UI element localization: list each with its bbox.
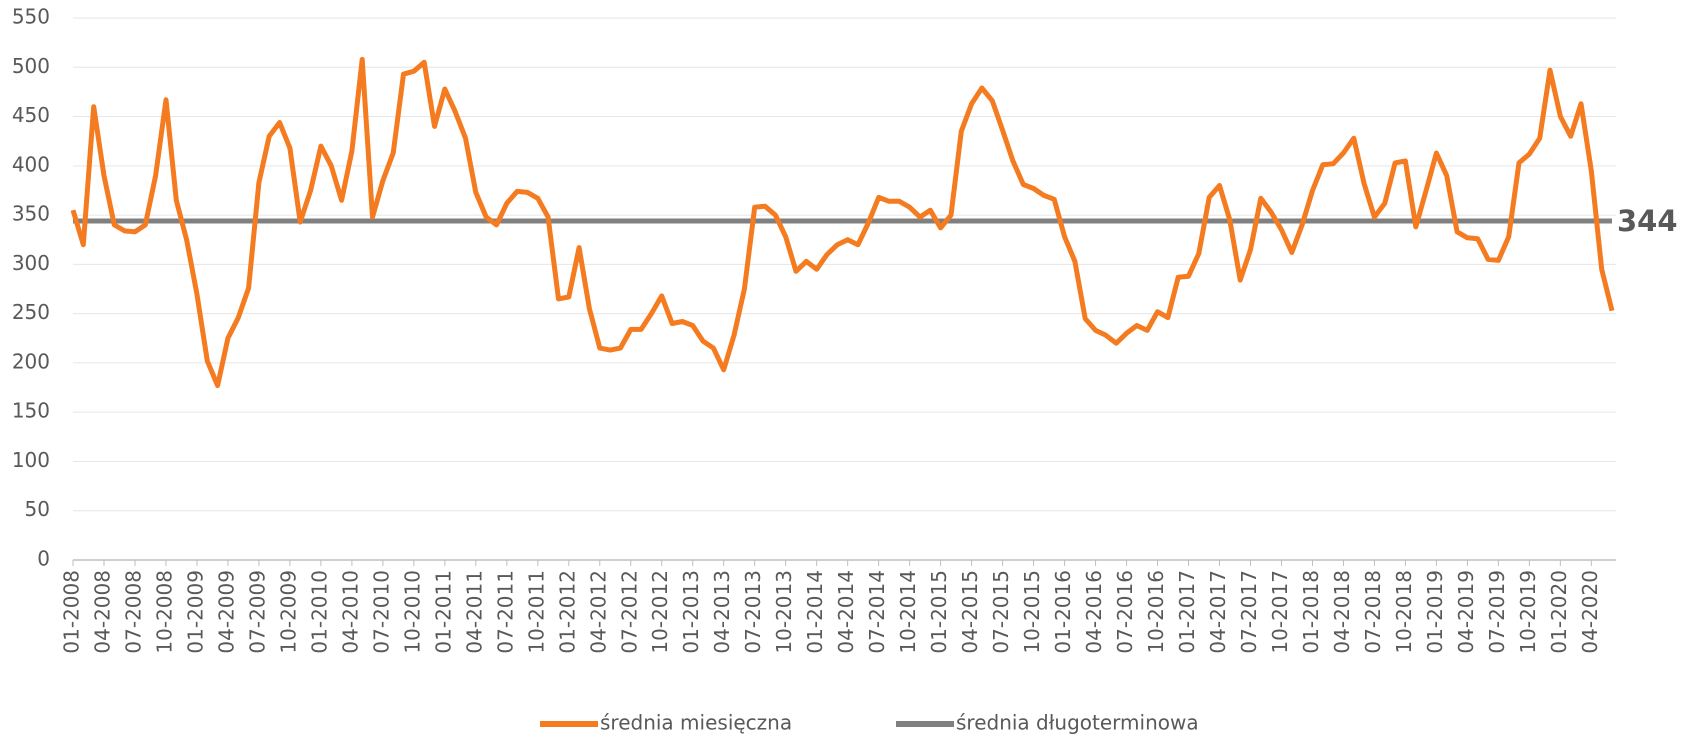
- x-tick-label: 04-2013: [710, 570, 734, 654]
- y-tick-label: 300: [12, 251, 50, 275]
- x-tick-label: 01-2009: [183, 570, 207, 654]
- x-tick-label: 07-2015: [989, 570, 1013, 654]
- y-tick-label: 450: [12, 103, 50, 127]
- x-tick-label: 07-2019: [1485, 570, 1509, 654]
- x-tick-label: 07-2018: [1361, 570, 1385, 654]
- y-tick-label: 50: [25, 497, 50, 521]
- x-tick-label: 07-2013: [741, 570, 765, 654]
- x-tick-label: 01-2019: [1423, 570, 1447, 654]
- x-tick-label: 04-2009: [214, 570, 238, 654]
- x-tick-label: 10-2016: [1144, 570, 1168, 654]
- y-tick-label: 100: [12, 448, 50, 472]
- y-tick-label: 0: [37, 547, 50, 571]
- x-tick-label: 07-2016: [1113, 570, 1137, 654]
- x-tick-label: 01-2010: [307, 570, 331, 654]
- x-tick-label: 10-2009: [276, 570, 300, 654]
- x-tick-label: 04-2020: [1578, 570, 1602, 654]
- y-tick-label: 550: [12, 5, 50, 29]
- x-tick-label: 07-2017: [1237, 570, 1261, 654]
- y-tick-label: 350: [12, 202, 50, 226]
- y-tick-label: 250: [12, 300, 50, 324]
- x-tick-label: 07-2011: [493, 570, 517, 654]
- x-tick-label: 07-2012: [617, 570, 641, 654]
- x-tick-label: 10-2012: [648, 570, 672, 654]
- y-tick-label: 150: [12, 399, 50, 423]
- x-tick-label: 04-2010: [338, 570, 362, 654]
- x-tick-label: 01-2011: [431, 570, 455, 654]
- x-tick-label: 01-2015: [927, 570, 951, 654]
- reference-label: 344: [1617, 204, 1678, 238]
- x-tick-label: 04-2011: [462, 570, 486, 654]
- x-tick-label: 01-2017: [1175, 570, 1199, 654]
- x-tick-label: 04-2014: [834, 570, 858, 654]
- x-tick-label: 04-2016: [1082, 570, 1106, 654]
- legend-label: średnia miesięczna: [600, 711, 792, 735]
- x-tick-label: 10-2019: [1516, 570, 1540, 654]
- x-tick-label: 10-2015: [1020, 570, 1044, 654]
- x-tick-label: 10-2017: [1268, 570, 1292, 654]
- x-tick-label: 04-2015: [958, 570, 982, 654]
- x-tick-label: 04-2017: [1206, 570, 1230, 654]
- x-tick-label: 07-2008: [121, 570, 145, 654]
- x-tick-label: 04-2019: [1454, 570, 1478, 654]
- x-tick-label: 01-2012: [555, 570, 579, 654]
- x-tick-label: 01-2008: [60, 570, 84, 654]
- x-tick-label: 01-2013: [679, 570, 703, 654]
- x-tick-label: 04-2018: [1330, 570, 1354, 654]
- x-tick-label: 01-2018: [1299, 570, 1323, 654]
- x-tick-label: 10-2010: [400, 570, 424, 654]
- legend-label: średnia długoterminowa: [956, 711, 1199, 735]
- x-tick-label: 10-2014: [896, 570, 920, 654]
- x-tick-label: 10-2008: [152, 570, 176, 654]
- x-tick-label: 01-2014: [803, 570, 827, 654]
- x-tick-label: 10-2011: [524, 570, 548, 654]
- x-tick-label: 07-2010: [369, 570, 393, 654]
- x-tick-label: 07-2009: [245, 570, 269, 654]
- x-tick-label: 04-2008: [90, 570, 114, 654]
- x-tick-label: 10-2018: [1392, 570, 1416, 654]
- y-tick-label: 500: [12, 54, 50, 78]
- x-tick-label: 01-2016: [1051, 570, 1075, 654]
- x-tick-label: 07-2014: [865, 570, 889, 654]
- y-tick-label: 400: [12, 152, 50, 176]
- data-line: [70, 56, 1615, 389]
- y-tick-label: 200: [12, 349, 50, 373]
- x-tick-label: 04-2012: [586, 570, 610, 654]
- x-tick-label: 10-2013: [772, 570, 796, 654]
- x-tick-label: 01-2020: [1547, 570, 1571, 654]
